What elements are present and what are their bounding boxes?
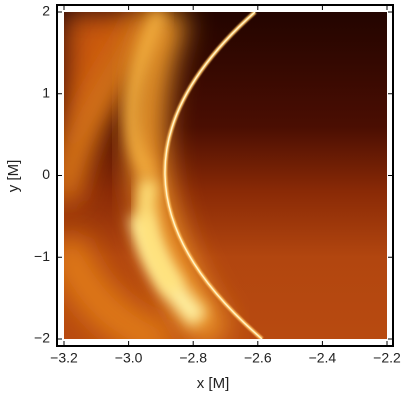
y-tick-label: 0	[42, 166, 50, 182]
x-axis-label: x [M]	[197, 375, 230, 392]
heatmap-image	[64, 12, 387, 339]
x-tick-label: −2.6	[244, 350, 272, 366]
x-tick-label: −2.8	[179, 350, 207, 366]
y-axis-label: y [M]	[5, 160, 22, 193]
y-tick-label: 1	[42, 84, 50, 100]
x-tick-label: −3.2	[50, 350, 78, 366]
x-tick-label: −2.2	[373, 350, 401, 366]
x-tick-label: −3.0	[115, 350, 143, 366]
y-tick-label: −2	[34, 330, 50, 346]
x-tick-label: −2.4	[309, 350, 337, 366]
y-tick-label: −1	[34, 248, 50, 264]
y-tick-label: 2	[42, 3, 50, 19]
